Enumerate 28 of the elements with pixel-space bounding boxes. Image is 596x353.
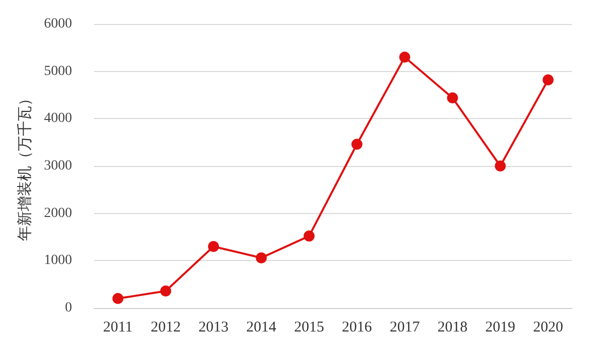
point [208,240,219,252]
x-tick-label: 2012 [150,320,181,336]
point [256,252,267,264]
x-tick-label: 2016 [342,320,372,336]
x-tick-label: 2020 [533,320,564,336]
y-tick-label: 2000 [44,206,72,221]
x-tick-label: 2015 [294,320,324,336]
point [399,52,410,63]
point [160,285,172,296]
y-axis-title: 年新增装机（万千瓦） [16,91,34,241]
x-tick-label: 2018 [438,320,468,336]
x-tick-label: 2014 [246,320,277,336]
point [447,92,458,104]
point [494,160,506,172]
point [112,293,124,304]
x-tick-label: 2013 [198,320,228,336]
point [542,74,554,86]
y-tick-label: 0 [65,300,72,316]
y-tick-label: 5000 [44,64,72,79]
y-tick-label: 1000 [44,253,72,268]
x-tick-label: 2011 [103,320,133,336]
x-tick-label: 2017 [390,320,420,336]
y-tick-label: 6000 [44,16,72,32]
point [304,230,315,242]
point [351,138,362,150]
y-tick-label: 4000 [44,111,72,126]
x-tick-label: 2019 [485,320,516,336]
y-tick-label: 3000 [44,158,72,174]
